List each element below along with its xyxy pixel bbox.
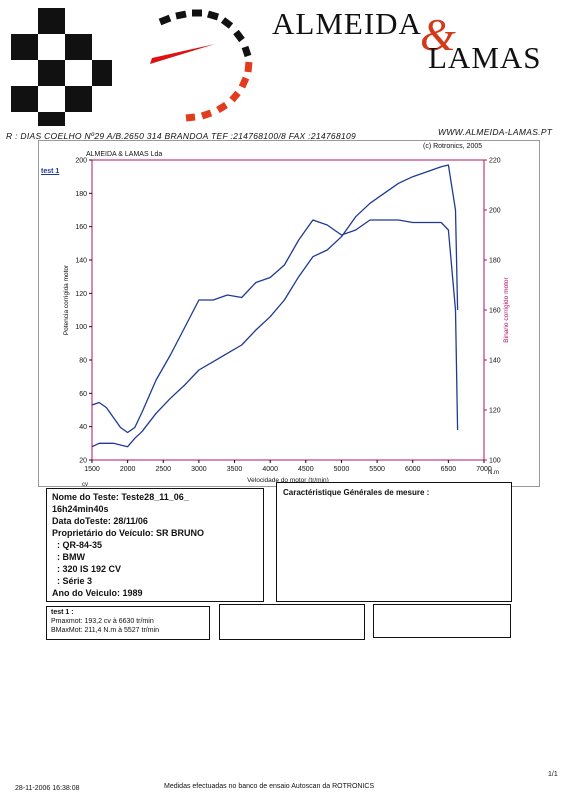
results-content: test 1 : Pmaxmot: 193,2 cv à 6630 tr/min…: [51, 608, 159, 635]
website-link[interactable]: WWW.ALMEIDA-LAMAS.PT: [438, 127, 553, 137]
max-torque: BMaxMot: 211,4 N.m à 5527 tr/min: [51, 627, 160, 634]
footer-page: 1/1: [548, 771, 558, 778]
footer-note: Medidas efectuadas no banco de ensaio Au…: [164, 783, 375, 790]
chart-copyright: (c) Rotronics, 2005: [423, 143, 483, 150]
test-time: 16h24min40s: [52, 504, 109, 514]
vehicle-make: : BMW: [52, 552, 85, 562]
footer-datetime: 28-11-2006 16:38:08: [15, 785, 80, 792]
characteristics-title: Caractéristique Générales de mesure :: [283, 488, 430, 497]
empty-box-2: [219, 604, 365, 640]
chart-panel: ALMEIDA & LAMAS Lda (c) Rotronics, 2005 …: [38, 140, 540, 487]
vehicle-plate: : QR-84-35: [52, 540, 103, 550]
vehicle-series: : Série 3: [52, 576, 93, 586]
brand-ampersand: &: [420, 9, 456, 60]
vehicle-model: : 320 IS 192 CV: [52, 564, 122, 574]
brand-bottom: LAMAS: [428, 40, 542, 75]
address-line: R : DIAS COELHO Nº29 A/B.2650 314 BRANDO…: [6, 131, 357, 141]
test-info-content: Nome do Teste: Teste28_11_06_ 16h24min40…: [52, 491, 264, 599]
characteristics-box: [276, 482, 512, 602]
results-title: test 1 :: [51, 609, 74, 616]
empty-box-3: [373, 604, 511, 638]
checkered-flag-icon: [11, 8, 253, 126]
chart-company: ALMEIDA & LAMAS Lda: [86, 151, 163, 158]
brand-top: ALMEIDA: [272, 6, 422, 41]
results-box: [46, 606, 210, 640]
test-name: Nome do Teste: Teste28_11_06_: [52, 492, 189, 502]
vehicle-year: Ano do Veiculo: 1989: [52, 588, 143, 598]
legend-label: test 1: [41, 168, 60, 175]
test-info-box: [46, 488, 264, 602]
max-power: Pmaxmot: 193,2 cv à 6630 tr/min: [51, 618, 154, 625]
test-date: Data doTeste: 28/11/06: [52, 516, 148, 526]
vehicle-owner: Proprietário do Veículo: SR BRUNO: [52, 528, 205, 538]
logo-area: ALMEIDA & LAMAS R : DIAS COELHO Nº29 A/B…: [0, 0, 568, 141]
